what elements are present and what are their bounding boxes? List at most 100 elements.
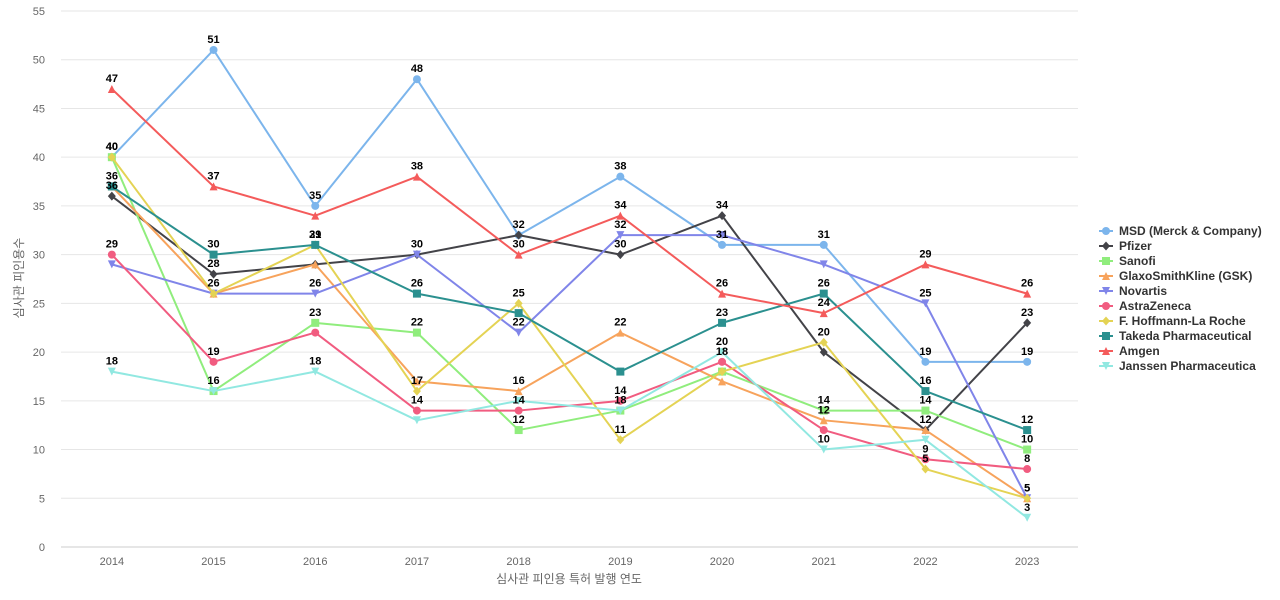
data-point-marker[interactable] bbox=[209, 250, 218, 259]
data-point-marker[interactable] bbox=[412, 416, 421, 425]
data-point-marker[interactable] bbox=[616, 211, 625, 220]
data-point-marker[interactable] bbox=[616, 328, 625, 337]
data-point-marker[interactable] bbox=[819, 445, 828, 454]
data-point-marker[interactable] bbox=[412, 328, 421, 337]
data-point-marker[interactable] bbox=[412, 377, 421, 386]
data-point-marker[interactable] bbox=[1023, 357, 1032, 366]
data-point-marker[interactable] bbox=[921, 464, 930, 474]
data-point-marker[interactable] bbox=[107, 182, 116, 191]
series-line[interactable] bbox=[111, 156, 1028, 500]
data-point-marker[interactable] bbox=[718, 377, 727, 386]
data-point-marker[interactable] bbox=[107, 152, 116, 162]
data-point-marker[interactable] bbox=[921, 406, 930, 415]
data-point-marker[interactable] bbox=[718, 318, 727, 327]
data-point-marker[interactable] bbox=[718, 231, 727, 240]
data-point-marker[interactable] bbox=[514, 396, 523, 405]
data-point-marker[interactable] bbox=[107, 367, 116, 376]
data-point-marker[interactable] bbox=[718, 357, 727, 366]
data-point-marker[interactable] bbox=[616, 435, 625, 445]
data-point-marker[interactable] bbox=[921, 435, 930, 444]
legend-item[interactable]: Sanofi bbox=[1099, 254, 1156, 268]
data-point-marker[interactable] bbox=[514, 250, 523, 259]
data-point-marker[interactable] bbox=[209, 45, 218, 54]
data-point-marker[interactable] bbox=[718, 367, 727, 377]
data-point-marker[interactable] bbox=[107, 250, 116, 259]
series-line[interactable] bbox=[111, 185, 1028, 500]
legend-item[interactable]: Pfizer bbox=[1099, 239, 1152, 253]
data-point-marker[interactable] bbox=[514, 328, 523, 337]
data-point-marker[interactable] bbox=[921, 260, 930, 269]
data-point-marker[interactable] bbox=[514, 387, 523, 396]
data-point-marker[interactable] bbox=[412, 250, 421, 259]
data-point-marker[interactable] bbox=[819, 309, 828, 318]
data-point-marker[interactable] bbox=[514, 426, 523, 435]
data-point-marker[interactable] bbox=[616, 396, 625, 405]
data-point-marker[interactable] bbox=[1023, 289, 1032, 298]
data-point-marker[interactable] bbox=[209, 289, 218, 299]
legend-item[interactable]: Takeda Pharmaceutical bbox=[1099, 329, 1252, 343]
data-point-marker[interactable] bbox=[514, 298, 523, 308]
data-point-marker[interactable] bbox=[921, 426, 930, 435]
legend-item[interactable]: MSD (Merck & Company) bbox=[1099, 224, 1262, 238]
data-point-marker[interactable] bbox=[718, 211, 727, 221]
data-point-marker[interactable] bbox=[819, 347, 828, 357]
data-point-marker[interactable] bbox=[819, 240, 828, 249]
data-point-marker[interactable] bbox=[311, 328, 320, 337]
data-point-marker[interactable] bbox=[412, 172, 421, 181]
series-line[interactable] bbox=[111, 234, 1029, 499]
data-point-marker[interactable] bbox=[1023, 493, 1032, 503]
data-point-marker[interactable] bbox=[412, 75, 421, 84]
data-point-marker[interactable] bbox=[718, 289, 727, 298]
data-point-marker[interactable] bbox=[819, 337, 828, 347]
series-line[interactable] bbox=[111, 195, 1028, 432]
data-point-marker[interactable] bbox=[107, 191, 116, 201]
data-point-marker[interactable] bbox=[107, 260, 116, 269]
data-point-marker[interactable] bbox=[311, 201, 320, 210]
data-point-marker[interactable] bbox=[616, 231, 625, 240]
data-point-marker[interactable] bbox=[209, 357, 218, 366]
data-point-marker[interactable] bbox=[514, 230, 523, 240]
data-point-marker[interactable] bbox=[514, 309, 523, 318]
data-point-marker[interactable] bbox=[616, 172, 625, 181]
data-point-marker[interactable] bbox=[718, 240, 727, 249]
legend-item[interactable]: Janssen Pharmaceutica bbox=[1099, 359, 1256, 373]
data-point-marker[interactable] bbox=[514, 406, 523, 415]
data-point-marker[interactable] bbox=[819, 260, 828, 269]
data-point-marker[interactable] bbox=[819, 426, 828, 435]
data-point-marker[interactable] bbox=[1023, 513, 1032, 522]
series-line[interactable] bbox=[111, 351, 1028, 519]
data-point-marker[interactable] bbox=[1023, 465, 1032, 474]
data-point-marker[interactable] bbox=[412, 406, 421, 415]
legend-item[interactable]: Amgen bbox=[1099, 344, 1160, 358]
legend-item[interactable]: F. Hoffmann-La Roche bbox=[1099, 314, 1246, 328]
data-point-marker[interactable] bbox=[819, 406, 828, 415]
data-point-marker[interactable] bbox=[921, 455, 930, 464]
data-point-marker[interactable] bbox=[1023, 318, 1032, 328]
legend-item[interactable]: Novartis bbox=[1099, 284, 1167, 298]
data-point-marker[interactable] bbox=[616, 250, 625, 260]
data-point-marker[interactable] bbox=[616, 406, 625, 415]
data-point-marker[interactable] bbox=[209, 387, 218, 396]
legend-item[interactable]: GlaxoSmithKline (GSK) bbox=[1099, 269, 1252, 283]
data-point-marker[interactable] bbox=[311, 367, 320, 376]
series-line[interactable] bbox=[110, 156, 1028, 451]
data-point-marker[interactable] bbox=[1023, 426, 1032, 435]
data-point-marker[interactable] bbox=[921, 299, 930, 308]
data-point-marker[interactable] bbox=[412, 289, 421, 298]
data-point-marker[interactable] bbox=[311, 240, 320, 249]
data-point-marker[interactable] bbox=[311, 318, 320, 327]
data-point-marker[interactable] bbox=[921, 357, 930, 366]
series-line[interactable] bbox=[111, 88, 1028, 315]
data-point-marker[interactable] bbox=[1023, 445, 1032, 454]
data-point-marker[interactable] bbox=[209, 182, 218, 191]
data-point-marker[interactable] bbox=[819, 289, 828, 298]
data-point-marker[interactable] bbox=[311, 260, 320, 269]
data-point-marker[interactable] bbox=[107, 84, 116, 93]
series-line[interactable] bbox=[111, 185, 1028, 431]
data-point-marker[interactable] bbox=[311, 289, 320, 298]
data-point-marker[interactable] bbox=[209, 269, 218, 279]
data-point-marker[interactable] bbox=[819, 416, 828, 425]
data-point-marker[interactable] bbox=[718, 348, 727, 357]
legend-item[interactable]: AstraZeneca bbox=[1099, 299, 1191, 313]
data-point-marker[interactable] bbox=[412, 386, 421, 396]
